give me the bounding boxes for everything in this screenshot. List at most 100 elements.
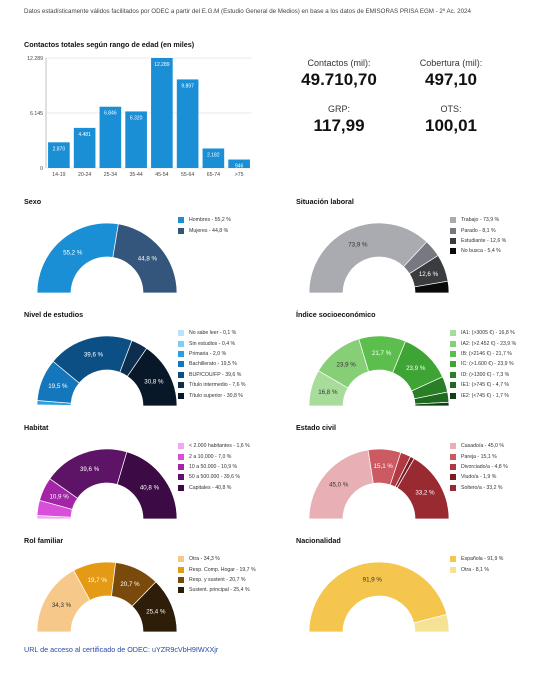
legend-item: 10 a 50.000 - 10,9 % <box>178 462 250 472</box>
legend-label: IC: (>1.600 €) - 23,9 % <box>461 361 514 368</box>
legend-label: Casado/a - 45,0 % <box>461 443 504 450</box>
slice-label: 12,6 % <box>419 271 439 278</box>
legend-swatch <box>178 474 184 481</box>
rol-donut-chart: 34,3 % 19,7 % 20,7 % 25,4 % <box>36 561 178 633</box>
bar-value-label: 4.481 <box>78 132 91 138</box>
legend-label: Pareja - 15,1 % <box>461 453 497 460</box>
legend-swatch <box>178 453 184 460</box>
legend-swatch <box>450 392 456 399</box>
legend-swatch <box>178 217 184 224</box>
legend-swatch <box>450 443 456 450</box>
legend-swatch <box>178 566 184 573</box>
rol-title: Rol familiar <box>24 536 64 545</box>
stat-contactos-label: Contactos (mil): <box>307 58 371 68</box>
x-tick-label: 35-44 <box>129 172 142 178</box>
legend-swatch <box>178 587 184 594</box>
legend-swatch <box>450 248 456 255</box>
bar-55-64 <box>176 79 199 168</box>
legend-label: IA2: (>2.452 €) - 23,9 % <box>461 340 517 347</box>
legend-swatch <box>450 237 456 244</box>
slice-label: 19,5 % <box>48 383 68 390</box>
y-tick-label: 12.289 <box>27 56 43 62</box>
slice-no-busca <box>414 280 450 294</box>
bar-value-label: 9.897 <box>181 83 194 89</box>
slice-t-tulo-superior <box>126 347 178 407</box>
legend-item: Soltero/a - 33,2 % <box>450 483 508 493</box>
nacion-title: Nacionalidad <box>296 536 341 545</box>
bar-value-label: 946 <box>235 164 244 170</box>
x-tick-label: 25-34 <box>104 172 117 178</box>
estudios-title: Nivel de estudios <box>24 310 84 319</box>
legend-swatch <box>450 484 456 491</box>
legend-label: Sustent. principal - 25,4 % <box>189 587 250 594</box>
legend-item: IE1: (>745 €) - 4,7 % <box>450 380 516 390</box>
slice-label: 15,1 % <box>374 463 394 470</box>
situacion-legend: Trabajo - 73,9 % Parado - 8,1 % Estudiante… <box>450 215 506 257</box>
legend-swatch <box>450 463 456 470</box>
stat-cobertura: Cobertura (mil): 497,10 <box>396 58 506 90</box>
legend-item: Título intermedio - 7,6 % <box>178 380 246 390</box>
slice-sustent-principal <box>131 581 178 633</box>
slice-label: 16,8 % <box>318 389 338 396</box>
x-tick-label: 65-74 <box>207 172 220 178</box>
estudios-donut-chart: 19,5 % 39,6 % 30,8 % <box>36 335 178 407</box>
legend-item: ID: (>1300 €) - 7,3 % <box>450 370 516 380</box>
bar-14-19 <box>48 142 70 168</box>
legend-swatch <box>178 576 184 583</box>
legend-item: Divorciado/a - 4,8 % <box>450 462 508 472</box>
certificate-footer: URL de acceso al certificado de ODEC: uY… <box>24 645 218 654</box>
certificate-link[interactable]: uYZR9cVbH9IWXXjr <box>151 645 219 654</box>
stat-cobertura-label: Cobertura (mil): <box>419 58 483 68</box>
legend-label: Soltero/a - 33,2 % <box>461 484 503 491</box>
legend-item: Hombres - 55,2 % <box>178 215 231 225</box>
legend-item: IA2: (>2.452 €) - 23,9 % <box>450 338 516 348</box>
rol-legend: Otra - 34,3 % Resp. Comp. Hogar - 19,7 % R… <box>178 554 256 596</box>
legend-label: Resp. y sustent - 20,7 % <box>189 576 246 583</box>
legend-item: Resp. Comp. Hogar - 19,7 % <box>178 564 256 574</box>
bar-25-34 <box>99 106 122 168</box>
legend-label: Sin estudios - 0,4 % <box>189 340 236 347</box>
slice-label: 20,7 % <box>120 581 140 588</box>
civil-legend: Casado/a - 45,0 % Pareja - 15,1 % Divorcia… <box>450 441 508 493</box>
legend-item: Resp. y sustent - 20,7 % <box>178 575 256 585</box>
nacion-legend: Española - 91,9 % Otra - 8,1 % <box>450 554 503 575</box>
sexo-donut-chart: 55,2 % 44,8 % <box>36 222 178 294</box>
legend-swatch <box>450 382 456 389</box>
footer-prefix: URL de acceso al certificado de ODEC: <box>24 645 152 654</box>
bar-value-label: 12.289 <box>154 62 170 68</box>
legend-swatch <box>178 361 184 368</box>
y-tick-label: 6.145 <box>30 111 43 117</box>
slice-label: 33,2 % <box>415 490 435 497</box>
socio-title: Índice socioeconómico <box>296 310 376 319</box>
legend-swatch <box>178 371 184 378</box>
legend-label: Título intermedio - 7,6 % <box>189 382 246 389</box>
legend-swatch <box>450 350 456 357</box>
slice-mujeres <box>112 223 178 294</box>
slice-label: 30,8 % <box>144 378 164 385</box>
slice-soltero-a <box>396 458 450 520</box>
slice-label: 91,9 % <box>363 576 383 583</box>
legend-swatch <box>178 382 184 389</box>
x-tick-label: 55-64 <box>181 172 194 178</box>
bar->75 <box>228 159 250 168</box>
bar-20-24 <box>73 127 96 168</box>
stat-ots-value: 100,01 <box>425 116 477 135</box>
legend-label: 50 a 500.000 - 39,6 % <box>189 474 241 481</box>
age-bar-chart: 0 6.145 12.289 2.870 14-19 4.481 20-24 6.846 25-… <box>27 56 252 178</box>
legend-swatch <box>450 556 456 563</box>
legend-item: Otra - 34,3 % <box>178 554 256 564</box>
socio-donut-chart: 16,8 % 23,9 % 21,7 % 23,9 % <box>308 335 450 407</box>
legend-label: 2 a 10.000 - 7,0 % <box>189 453 232 460</box>
legend-item: Mujeres - 44,8 % <box>178 225 231 235</box>
stat-cobertura-value: 497,10 <box>425 70 477 89</box>
legend-label: Española - 91,9 % <box>461 556 504 563</box>
slice-label: 19,7 % <box>88 577 108 584</box>
legend-label: < 2.000 habitantes - 1,6 % <box>189 443 250 450</box>
bar-35-44 <box>125 111 147 168</box>
legend-item: Parado - 8,1 % <box>450 225 506 235</box>
legend-item: 50 a 500.000 - 39,6 % <box>178 472 250 482</box>
sexo-legend: Hombres - 55,2 % Mujeres - 44,8 % <box>178 215 231 236</box>
legend-item: Sustent. principal - 25,4 % <box>178 585 256 595</box>
age-chart-title: Contactos totales según rango de edad (e… <box>24 40 195 49</box>
legend-item: Primaria - 2,0 % <box>178 349 246 359</box>
